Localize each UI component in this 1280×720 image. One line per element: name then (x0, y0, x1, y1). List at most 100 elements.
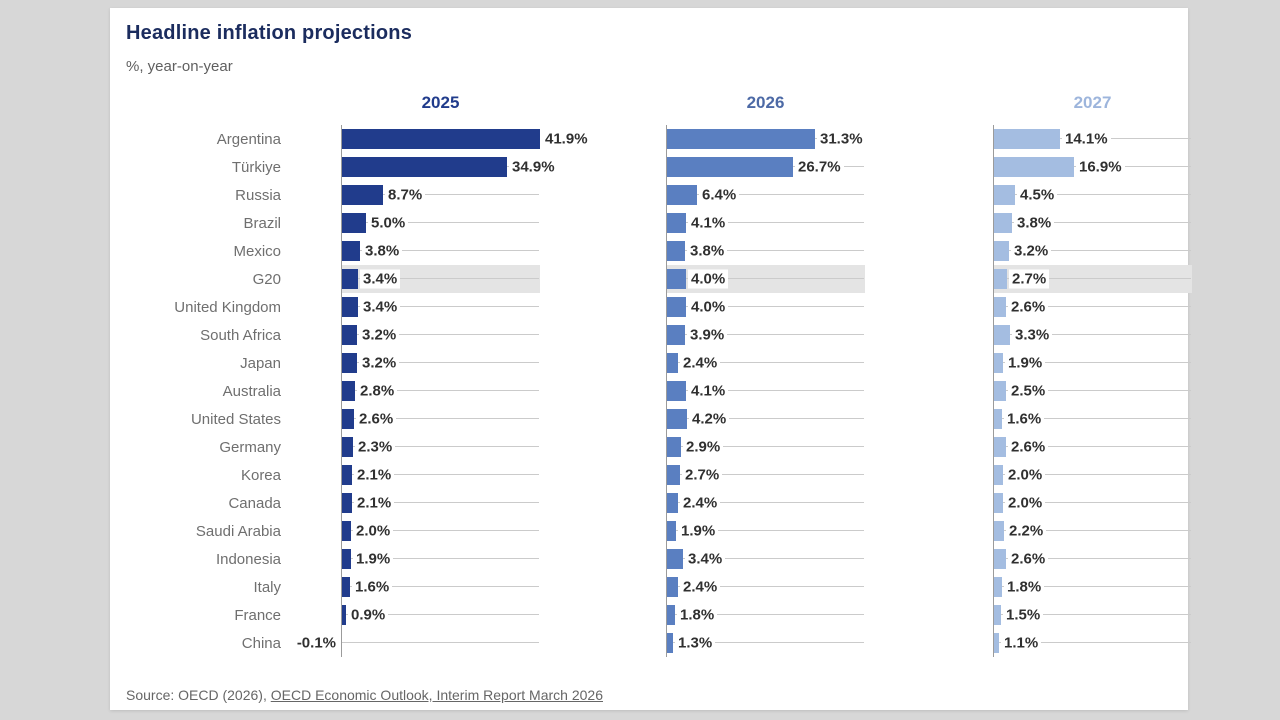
chart-row: China -0.1% 1.3% 1.1% (125, 629, 1191, 657)
column-gap (865, 321, 993, 349)
gridline-track (994, 194, 1191, 195)
value-label: 3.4% (360, 269, 401, 289)
gridline-track (667, 390, 864, 391)
column-gap (865, 517, 993, 545)
column-gap (865, 545, 993, 573)
chart-row: Russia 8.7% 6.4% 4.5% (125, 181, 1191, 209)
value-label: 1.5% (1003, 605, 1044, 625)
value-label: 3.4% (360, 297, 401, 317)
value-label: 5.0% (368, 213, 409, 233)
plot-cell-2025: -0.1% (297, 629, 540, 657)
bar-2027 (994, 521, 1004, 541)
column-gap (540, 349, 666, 377)
country-label: Canada (228, 494, 281, 512)
column-gap (540, 153, 666, 181)
value-label: 2.4% (680, 577, 721, 597)
country-label: G20 (252, 270, 281, 288)
gridline-track (667, 558, 864, 559)
plot-cell-2025: 1.6% (341, 573, 540, 601)
gridline-track (994, 222, 1191, 223)
bar-2027 (994, 633, 999, 653)
value-label: 4.0% (688, 297, 729, 317)
gridline-track (994, 446, 1191, 447)
column-gap (540, 321, 666, 349)
gridline-track (994, 642, 1191, 643)
bar-2026 (667, 241, 685, 261)
bar-2026 (667, 409, 687, 429)
gridline-track (342, 446, 539, 447)
gridline-track (994, 502, 1191, 503)
plot-cell-2025: 2.6% (341, 405, 540, 433)
source-link[interactable]: OECD Economic Outlook, Interim Report Ma… (270, 687, 603, 703)
bar-2027 (994, 269, 1007, 289)
bar-2027 (994, 241, 1009, 261)
chart-row: G20 3.4% 4.0% 2.7% (125, 265, 1192, 293)
column-gap (865, 573, 993, 601)
value-label: 1.9% (353, 549, 394, 569)
bar-2025 (342, 157, 507, 177)
gridline-track (994, 278, 1191, 279)
plot-cell-2025: 3.4% (341, 293, 540, 321)
country-label: Indonesia (215, 550, 281, 568)
bar-2025 (342, 381, 355, 401)
bar-2026 (667, 213, 686, 233)
page-title: Headline inflation projections (126, 22, 413, 44)
value-label: 2.5% (1008, 381, 1049, 401)
bar-2025 (342, 549, 351, 569)
plot-cell-2027: 14.1% (993, 125, 1192, 153)
plot-cell-2025: 3.2% (341, 349, 540, 377)
gridline-track (342, 474, 539, 475)
gridline-track (667, 250, 864, 251)
gridline-track (994, 418, 1191, 419)
bar-2025 (342, 605, 346, 625)
bar-2027 (994, 437, 1006, 457)
bar-2026 (667, 437, 681, 457)
column-gap (540, 573, 666, 601)
value-label: 2.0% (1005, 493, 1046, 513)
plot-cell-2026: 3.4% (666, 545, 865, 573)
gridline-track (667, 530, 864, 531)
bar-2027 (994, 157, 1074, 177)
year-header-2025: 2025 (421, 93, 460, 112)
plot-cell-2026: 1.8% (666, 601, 865, 629)
plot-cell-2027: 2.2% (993, 517, 1192, 545)
value-label: 41.9% (542, 129, 591, 149)
plot-cell-2025: 2.3% (341, 433, 540, 461)
column-gap (865, 181, 993, 209)
bar-2027 (994, 213, 1012, 233)
gridline-track (342, 502, 539, 503)
value-label: 2.6% (1008, 297, 1049, 317)
bar-2025 (342, 409, 354, 429)
plot-cell-2027: 16.9% (993, 153, 1192, 181)
bar-2027 (994, 353, 1003, 373)
column-gap (540, 433, 666, 461)
bar-2027 (994, 381, 1006, 401)
plot-cell-2027: 2.5% (993, 377, 1192, 405)
gridline-track (667, 334, 864, 335)
column-gap (865, 209, 993, 237)
chart-row: Argentina 41.9% 31.3% 14.1% (125, 125, 1191, 153)
column-gap (865, 461, 993, 489)
year-header-row: 2025 2026 2027 (125, 92, 1177, 114)
plot-cell-2026: 2.4% (666, 573, 865, 601)
gridline-track (342, 362, 539, 363)
chart-row: Türkiye 34.9% 26.7% 16.9% (125, 153, 1191, 181)
gridline-track (342, 222, 539, 223)
value-label: 31.3% (817, 129, 866, 149)
plot-cell-2027: 1.5% (993, 601, 1192, 629)
plot-cell-2026: 2.9% (666, 433, 865, 461)
gridline-track (667, 306, 864, 307)
chart-row: France 0.9% 1.8% 1.5% (125, 601, 1191, 629)
plot-cell-2025: 8.7% (341, 181, 540, 209)
plot-cell-2027: 1.1% (993, 629, 1192, 657)
plot-cell-2027: 3.3% (993, 321, 1192, 349)
value-label: 2.9% (683, 437, 724, 457)
bar-2026 (667, 521, 676, 541)
gridline-track (667, 502, 864, 503)
gridline-track (342, 278, 539, 279)
value-label: 2.7% (682, 465, 723, 485)
value-label: 2.6% (1008, 549, 1049, 569)
bar-2025 (342, 213, 366, 233)
bar-2025 (342, 353, 357, 373)
gridline-track (994, 586, 1191, 587)
